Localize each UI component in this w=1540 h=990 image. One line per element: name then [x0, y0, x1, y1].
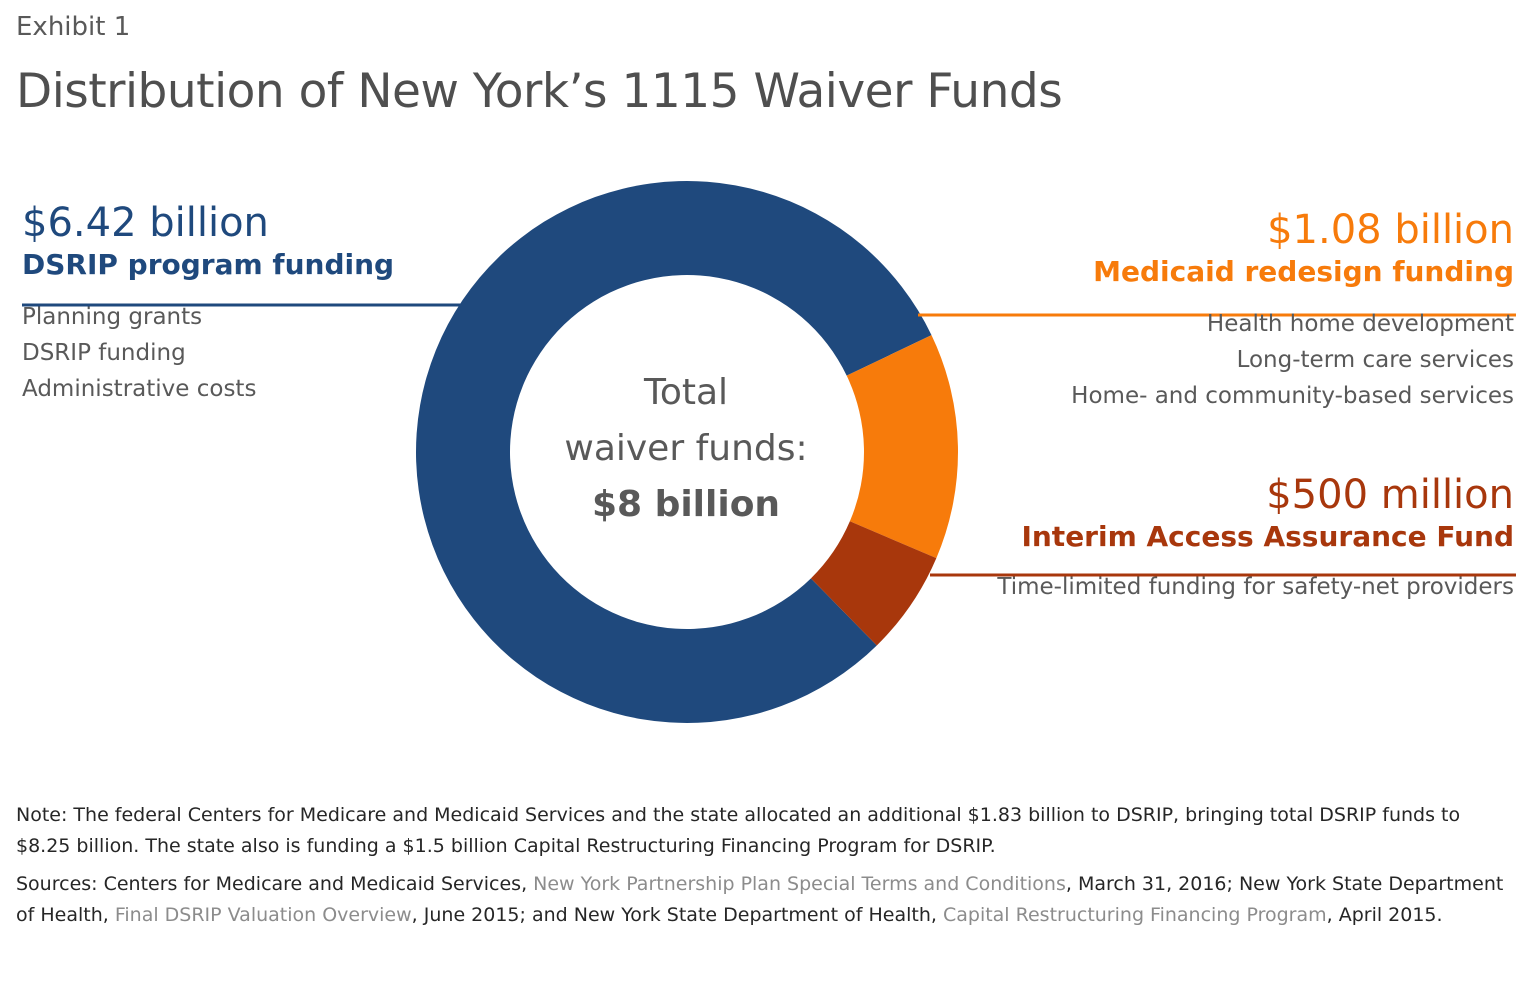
- dsrip-item: Administrative costs: [22, 376, 257, 402]
- center-line-2: waiver funds:: [564, 428, 808, 469]
- sources-text: Sources: Centers for Medicare and Medica…: [16, 873, 534, 895]
- center-total: $8 billion: [591, 484, 781, 525]
- dsrip-item: Planning grants: [22, 304, 203, 330]
- sources-text: , June 2015; and New York State Departme…: [411, 904, 943, 926]
- medicaid-item: Long-term care services: [1236, 347, 1514, 373]
- page-title: Distribution of New York’s 1115 Waiver F…: [16, 64, 1063, 119]
- source-reference: Capital Restructuring Financing Program: [942, 904, 1327, 926]
- dsrip-item: DSRIP funding: [22, 340, 186, 366]
- medicaid-amount: $1.08 billion: [1267, 207, 1514, 253]
- iaaf-amount: $500 million: [1266, 472, 1514, 518]
- source-reference: New York Partnership Plan Special Terms …: [533, 873, 1066, 895]
- donut-center-label: Total waiver funds: $8 billion: [536, 365, 836, 533]
- iaaf-label: Interim Access Assurance Fund: [1021, 520, 1514, 553]
- iaaf-item: Time-limited funding for safety-net prov…: [997, 574, 1514, 600]
- medicaid-item: Home- and community-based services: [1071, 383, 1514, 409]
- donut-slice-medicaid: [846, 335, 958, 559]
- footnote: Note: The federal Centers for Medicare a…: [16, 804, 1461, 857]
- dsrip-label: DSRIP program funding: [22, 248, 395, 281]
- medicaid-label: Medicaid redesign funding: [1093, 255, 1514, 288]
- iaaf-callout: $500 million Interim Access Assurance Fu…: [997, 472, 1514, 605]
- sources-text: , April 2015.: [1326, 904, 1443, 926]
- medicaid-item: Health home development: [1206, 311, 1514, 337]
- center-line-1: Total: [643, 372, 729, 413]
- dsrip-callout: $6.42 billion DSRIP program funding Plan…: [22, 200, 394, 407]
- source-reference: Final DSRIP Valuation Overview: [114, 904, 412, 926]
- exhibit-label: Exhibit 1: [16, 12, 131, 42]
- sources: Sources: Centers for Medicare and Medica…: [16, 869, 1516, 931]
- medicaid-callout: $1.08 billion Medicaid redesign funding …: [1071, 207, 1514, 414]
- donut-slice-iaaf: [810, 521, 937, 646]
- sources-text: , March 31, 2016; New York State Departm…: [16, 873, 1504, 926]
- donut-slice-dsrip: [416, 180, 932, 723]
- dsrip-amount: $6.42 billion: [22, 200, 269, 246]
